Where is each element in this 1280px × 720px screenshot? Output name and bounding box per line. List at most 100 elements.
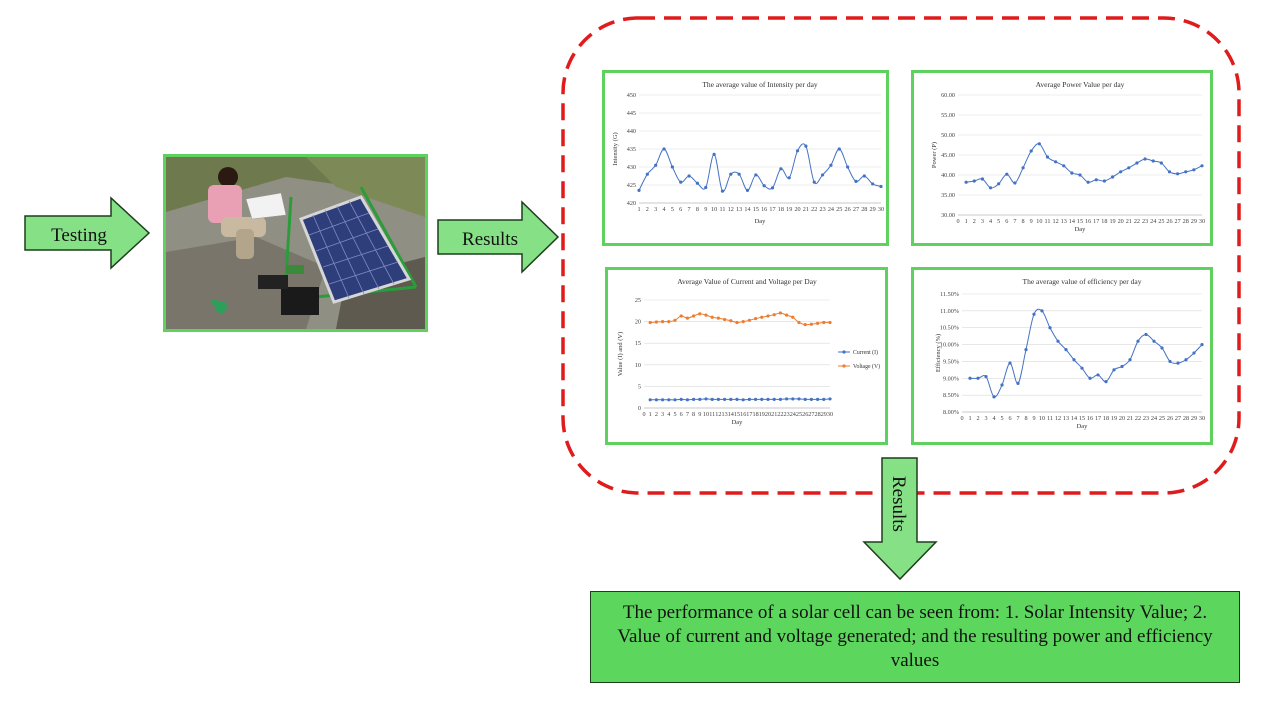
x-tick-label: 24 — [790, 411, 796, 418]
x-tick-label: 19 — [1109, 218, 1115, 225]
data-point — [747, 397, 751, 401]
x-tick-label: 10 — [1036, 218, 1042, 225]
legend-entry: Voltage (V) — [853, 363, 880, 370]
chart-title: The average value of Intensity per day — [702, 80, 818, 89]
legend-entry: Current (I) — [853, 349, 878, 356]
data-point — [1024, 348, 1028, 352]
data-point — [809, 322, 813, 326]
data-point — [1135, 161, 1139, 165]
x-tick-label: 4 — [989, 218, 992, 225]
data-point — [1128, 358, 1132, 362]
x-tick-label: 8 — [692, 411, 695, 418]
data-point — [1040, 309, 1044, 313]
data-point — [679, 180, 683, 184]
y-tick-label: 45.00 — [941, 152, 955, 159]
x-tick-label: 27 — [853, 206, 859, 213]
data-point — [698, 397, 702, 401]
x-tick-label: 20 — [1119, 415, 1125, 422]
x-tick-label: 1 — [649, 411, 652, 418]
data-point — [797, 397, 801, 401]
x-tick-label: 8 — [1022, 218, 1025, 225]
x-tick-label: 22 — [777, 411, 783, 418]
power-chart-box: Average Power Value per day 30.00 35.00 40.… — [911, 70, 1213, 246]
data-point — [679, 397, 683, 401]
x-tick-label: 6 — [680, 411, 683, 418]
data-point — [704, 313, 708, 317]
data-point — [762, 184, 766, 188]
x-tick-label: 25 — [836, 206, 842, 213]
data-point — [785, 313, 789, 317]
x-tick-label: 11 — [719, 206, 725, 213]
data-point — [712, 152, 716, 156]
data-point — [1192, 351, 1196, 355]
data-point — [1102, 179, 1106, 183]
y-tick-label: 55.00 — [941, 112, 955, 119]
data-point — [1037, 142, 1041, 146]
x-tick-label: 29 — [1191, 415, 1197, 422]
x-tick-label: 25 — [796, 411, 802, 418]
x-tick-label: 6 — [1005, 218, 1008, 225]
y-tick-label: 9.00% — [943, 375, 959, 382]
x-tick-label: 13 — [1063, 415, 1069, 422]
data-point — [803, 323, 807, 327]
x-tick-label: 3 — [984, 415, 987, 422]
x-tick-label: 1 — [968, 415, 971, 422]
data-point — [662, 147, 666, 151]
data-point — [654, 398, 658, 402]
x-tick-label: 11 — [1047, 415, 1053, 422]
y-tick-label: 8.00% — [943, 409, 959, 416]
x-tick-label: 2 — [976, 415, 979, 422]
x-tick-label: 27 — [808, 411, 814, 418]
x-tick-label: 17 — [1093, 218, 1099, 225]
data-point — [968, 376, 972, 380]
data-point — [687, 174, 691, 178]
data-point — [1192, 168, 1196, 172]
x-tick-label: 10 — [711, 206, 717, 213]
y-tick-label: 450 — [627, 92, 636, 99]
data-point — [1029, 149, 1033, 153]
data-point — [654, 320, 658, 324]
data-point — [766, 397, 770, 401]
x-tick-label: 16 — [1087, 415, 1093, 422]
data-point — [637, 188, 641, 192]
y-tick-label: 10.00% — [940, 342, 959, 349]
data-point — [862, 174, 866, 178]
x-tick-label: 30 — [1199, 218, 1205, 225]
data-point — [710, 315, 714, 319]
x-tick-label: 25 — [1159, 415, 1165, 422]
data-point — [1110, 175, 1115, 179]
x-tick-label: 7 — [1013, 218, 1016, 225]
testing-arrow: Testing — [24, 196, 151, 270]
data-point — [704, 185, 708, 190]
data-point — [972, 179, 976, 183]
data-point — [654, 163, 658, 167]
data-point — [1088, 376, 1092, 380]
x-tick-label: 22 — [1135, 415, 1141, 422]
data-point — [1144, 332, 1148, 337]
data-point — [1008, 361, 1012, 365]
data-point — [1094, 178, 1098, 182]
x-tick-label: 1 — [637, 206, 640, 213]
data-point — [879, 184, 883, 189]
x-tick-label: 20 — [1118, 218, 1124, 225]
data-point — [741, 320, 745, 324]
data-point — [695, 181, 700, 185]
data-point — [716, 316, 720, 320]
x-tick-label: 12 — [728, 206, 734, 213]
x-tick-label: 6 — [679, 206, 682, 213]
data-point — [804, 144, 808, 148]
x-tick-label: 21 — [1127, 415, 1133, 422]
results-arrow-down: Results — [862, 457, 938, 581]
data-point — [778, 397, 782, 401]
x-tick-label: 14 — [1069, 218, 1075, 225]
data-point — [729, 397, 733, 401]
x-tick-label: 30 — [1199, 415, 1205, 422]
data-point — [1152, 339, 1156, 343]
x-tick-label: 4 — [662, 206, 665, 213]
series-line — [969, 308, 1203, 398]
data-point — [1127, 166, 1131, 170]
data-point — [741, 398, 745, 402]
data-point — [812, 180, 816, 184]
y-tick-label: 9.50% — [943, 358, 959, 365]
data-point — [670, 165, 674, 169]
